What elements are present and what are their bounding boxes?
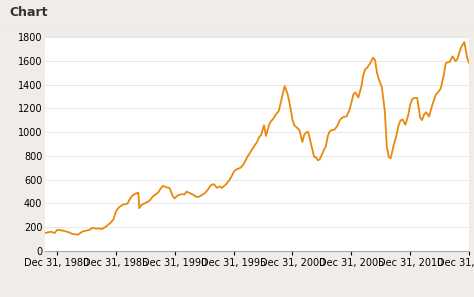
Text: Chart: Chart — [9, 6, 48, 18]
